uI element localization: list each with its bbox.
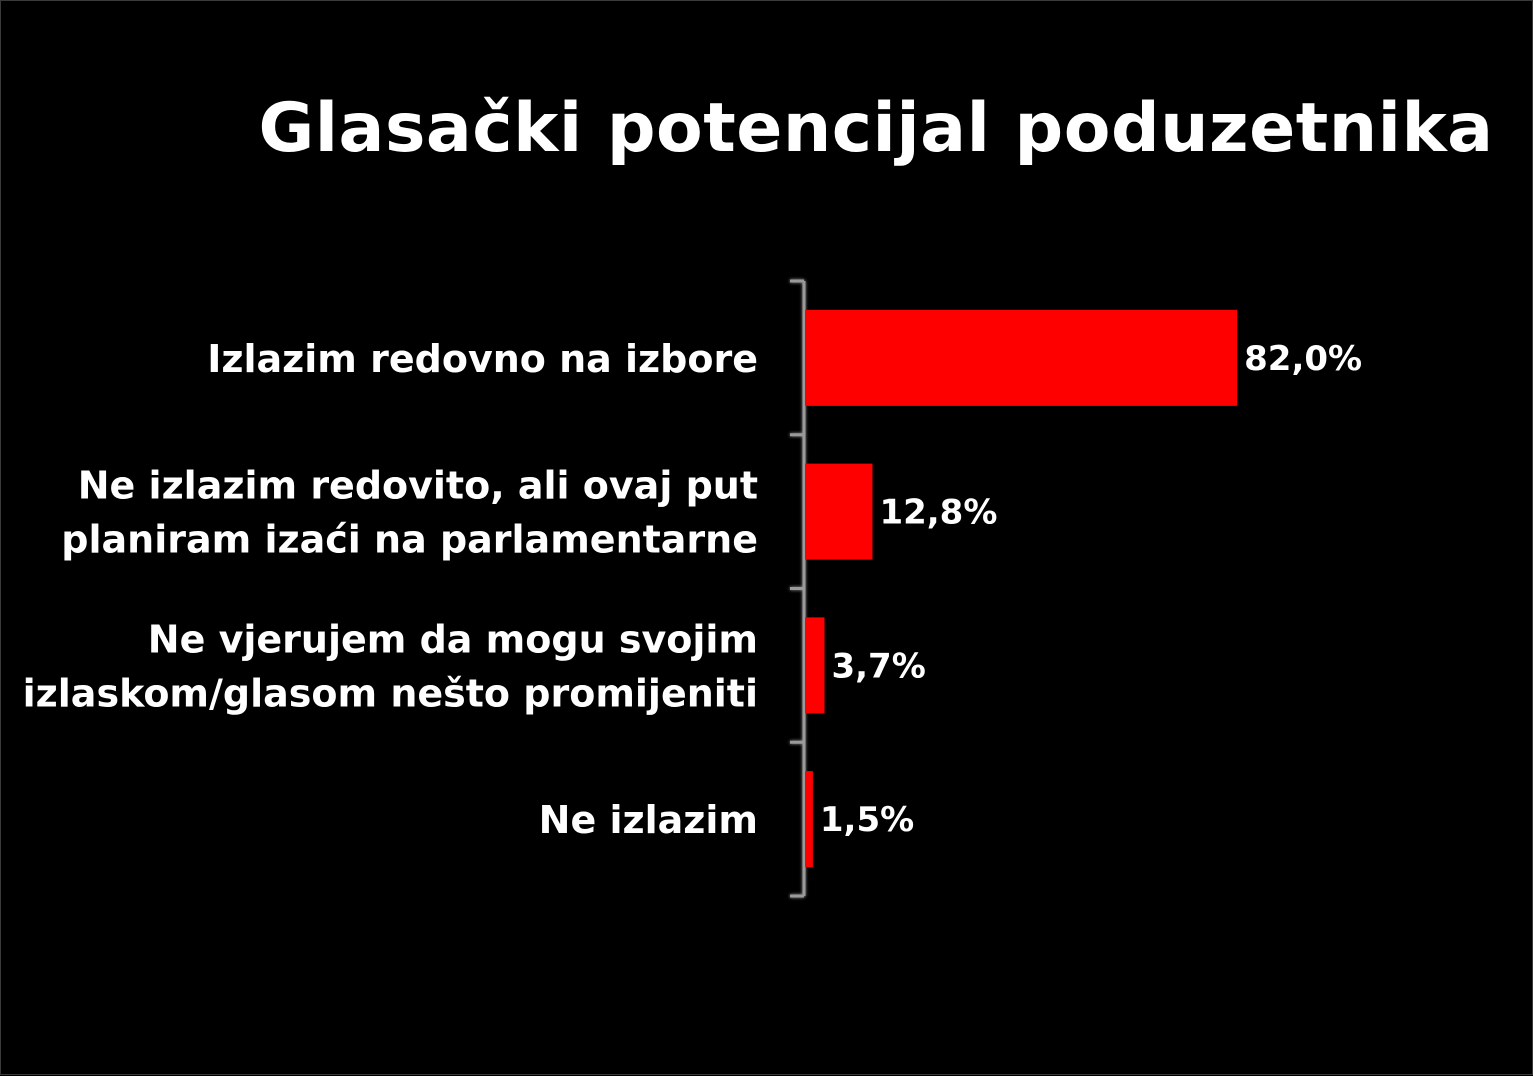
bar-2 bbox=[805, 463, 873, 560]
category-label-3-line-1: Ne vjerujem da mogu svojim bbox=[148, 617, 758, 661]
data-label-2: 12,8% bbox=[879, 493, 997, 533]
y-axis bbox=[790, 279, 806, 898]
data-label-1: 82,0% bbox=[1244, 339, 1362, 379]
category-label-3-line-2: izlaskom/glasom nešto promijeniti bbox=[23, 671, 758, 715]
data-label-4: 1,5% bbox=[820, 800, 914, 840]
bar-1 bbox=[805, 309, 1238, 406]
category-label-2-line-2: planiram izaći na parlamentarne bbox=[61, 518, 758, 562]
category-label-4: Ne izlazim bbox=[539, 798, 758, 842]
category-label-2-line-1: Ne izlazim redovito, ali ovaj put bbox=[78, 464, 758, 508]
bar-4 bbox=[805, 771, 813, 868]
category-label-1: Izlazim redovno na izbore bbox=[207, 337, 758, 381]
data-label-3: 3,7% bbox=[831, 646, 925, 686]
bar-3 bbox=[805, 617, 825, 714]
chart-title: Glasački potencijal poduzetnika bbox=[258, 89, 1494, 168]
